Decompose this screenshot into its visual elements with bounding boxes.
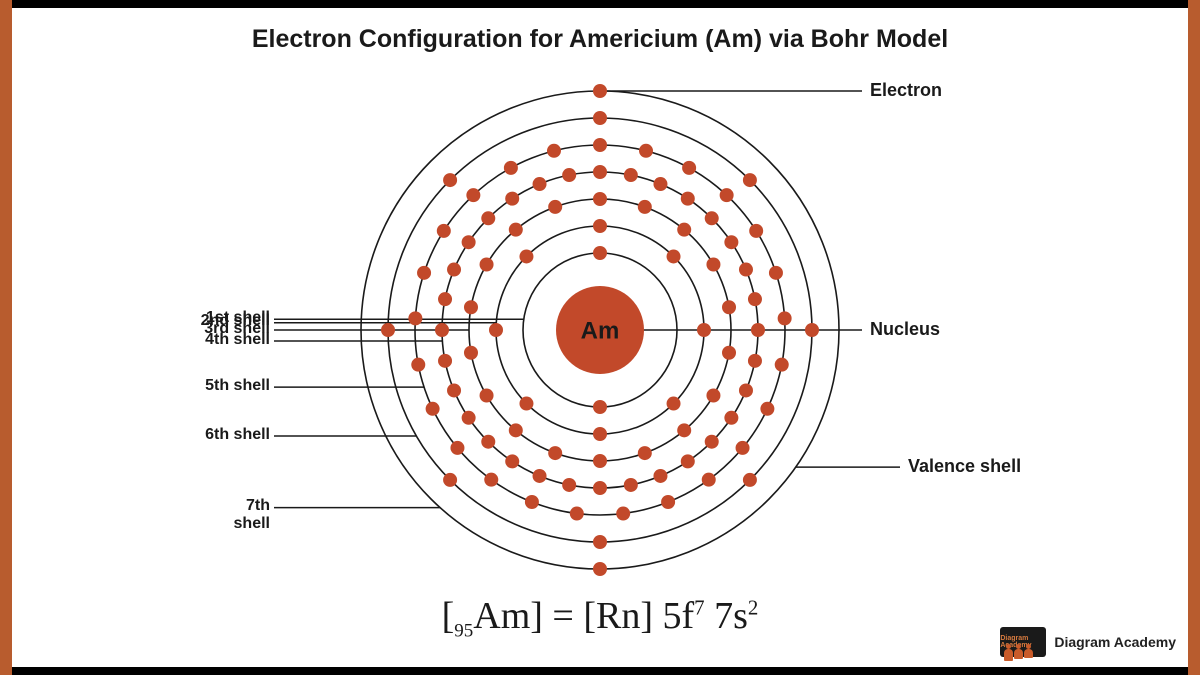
- brand-logo-icon: Diagram Academy: [1000, 627, 1046, 657]
- shell-label-6: 6th shell: [205, 426, 270, 444]
- shell-label-7: 7th shell: [234, 497, 270, 533]
- frame-top-bar: [0, 0, 1200, 8]
- frame-right-bar: [1188, 0, 1200, 675]
- brand-text: Diagram Academy: [1054, 634, 1176, 650]
- shell-label-4: 4th shell: [205, 331, 270, 349]
- callout-valence: Valence shell: [908, 456, 1021, 477]
- bohr-model-diagram: Am: [340, 70, 860, 590]
- callout-nucleus: Nucleus: [870, 319, 940, 340]
- frame-left-bar: [0, 0, 12, 675]
- brand-badge: Diagram Academy Diagram Academy: [1000, 627, 1176, 657]
- nucleus-label: Am: [581, 317, 620, 344]
- shell-label-5: 5th shell: [205, 377, 270, 395]
- bohr-model-svg: Am: [340, 70, 860, 590]
- callout-electron: Electron: [870, 80, 942, 101]
- page-title: Electron Configuration for Americium (Am…: [0, 25, 1200, 54]
- frame-bottom-bar: [0, 667, 1200, 675]
